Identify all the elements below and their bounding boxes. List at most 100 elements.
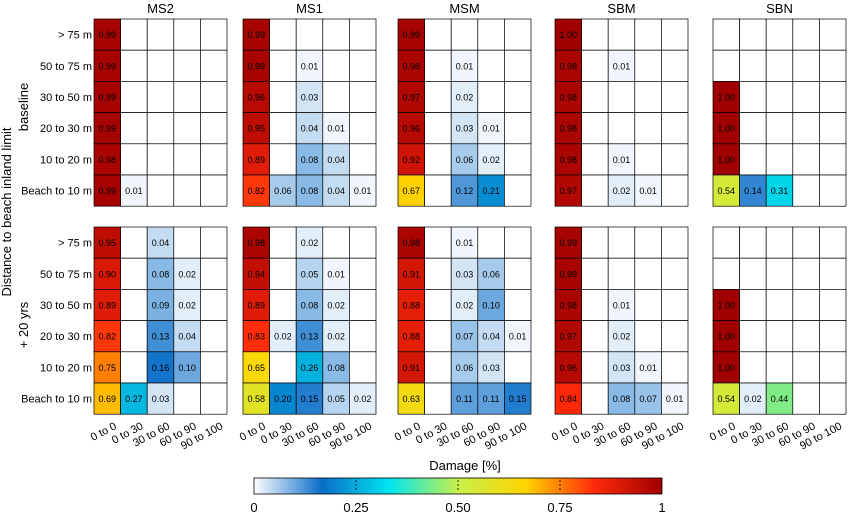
cell-value-label: 0.03 bbox=[301, 93, 319, 103]
cell-value-label: 0.96 bbox=[560, 363, 578, 373]
heatmap-cell bbox=[269, 257, 297, 290]
heatmap-cell bbox=[322, 112, 350, 145]
heatmap-cell bbox=[200, 257, 228, 290]
heatmap-cell bbox=[200, 289, 228, 321]
cell-value-label: 0.44 bbox=[771, 394, 789, 404]
y-tick-label: 50 to 75 m bbox=[40, 61, 92, 73]
cell-value-label: 0.04 bbox=[152, 238, 170, 248]
heatmap-cell bbox=[120, 81, 148, 113]
cell-value-label: 0.99 bbox=[403, 30, 421, 40]
cell-value-label: 0.08 bbox=[301, 301, 319, 311]
heatmap-cell bbox=[397, 382, 425, 415]
heatmap-cell bbox=[322, 226, 350, 259]
cell-value-label: 0.01 bbox=[613, 61, 631, 71]
heatmap-cell bbox=[765, 18, 794, 51]
heatmap-cell bbox=[477, 112, 505, 145]
heatmap-cell bbox=[819, 81, 847, 113]
cell-value-label: 0.01 bbox=[456, 238, 474, 248]
heatmap-cell bbox=[200, 382, 228, 415]
heatmap-cell bbox=[554, 320, 582, 353]
heatmap-cell bbox=[242, 382, 270, 415]
heatmap-cell bbox=[120, 257, 148, 290]
cell-value-label: 0.67 bbox=[403, 186, 421, 196]
heatmap-cell bbox=[607, 174, 636, 207]
heatmap-cell bbox=[242, 174, 270, 207]
heatmap-cell bbox=[581, 49, 609, 82]
heatmap-cell bbox=[146, 81, 175, 113]
heatmap-cell bbox=[634, 112, 662, 145]
heatmap-cell bbox=[450, 226, 479, 259]
heatmap-cell bbox=[349, 257, 377, 290]
cell-value-label: 1.00 bbox=[718, 124, 736, 134]
heatmap-cell bbox=[792, 320, 820, 353]
heatmap-cell bbox=[477, 320, 505, 353]
heatmap-cell bbox=[424, 112, 452, 145]
heatmap-cell bbox=[477, 81, 505, 113]
panel-sbm-baseline: 1.00 0.98 0.01 0.98 0.98 0.98 0.01 0.97 0.02 0.01 bbox=[554, 18, 689, 207]
cell-value-label: 0.99 bbox=[560, 269, 578, 279]
panel-sbn-baseline: 1.00 1.00 1.00 0.54 0.14 0.31 bbox=[712, 18, 847, 207]
heatmap-cell bbox=[146, 320, 175, 353]
heatmap-cell bbox=[792, 49, 820, 82]
cell-value-label: 0.98 bbox=[560, 155, 578, 165]
heatmap-cell bbox=[661, 320, 689, 353]
heatmap-cell bbox=[739, 351, 767, 384]
cell-value-label: 0.07 bbox=[639, 394, 657, 404]
heatmap-cell bbox=[712, 18, 740, 51]
heatmap-cell bbox=[295, 18, 324, 51]
heatmap-cell bbox=[792, 18, 820, 51]
cell-value-label: 0.31 bbox=[771, 186, 789, 196]
heatmap-cell bbox=[504, 320, 532, 353]
heatmap-cell bbox=[424, 18, 452, 51]
heatmap-cell bbox=[173, 257, 201, 290]
heatmap-cell bbox=[120, 143, 148, 176]
cell-value-label: 0.04 bbox=[327, 155, 345, 165]
heatmap-cell bbox=[120, 289, 148, 321]
cell-value-label: 0.88 bbox=[403, 332, 421, 342]
heatmap-cell bbox=[269, 174, 297, 207]
heatmap-cell bbox=[819, 49, 847, 82]
heatmap-cell bbox=[349, 382, 377, 415]
heatmap-cell bbox=[661, 382, 689, 415]
heatmap-cell bbox=[242, 257, 270, 290]
y-tick-label: 30 to 50 m bbox=[40, 300, 92, 312]
cell-value-label: 0.10 bbox=[482, 301, 500, 311]
cell-value-label: 0.27 bbox=[125, 394, 143, 404]
heatmap-cell bbox=[661, 226, 689, 259]
heatmap-cell bbox=[424, 351, 452, 384]
heatmap-cell bbox=[739, 143, 767, 176]
heatmap-cell bbox=[477, 143, 505, 176]
cell-value-label: 1.00 bbox=[718, 155, 736, 165]
cell-value-label: 0.15 bbox=[509, 394, 527, 404]
heatmap-cell bbox=[450, 18, 479, 51]
heatmap-cell bbox=[554, 112, 582, 145]
cell-value-label: 0.13 bbox=[152, 332, 170, 342]
heatmap-cell bbox=[450, 382, 479, 415]
cell-value-label: 0.01 bbox=[639, 363, 657, 373]
heatmap-cell bbox=[424, 143, 452, 176]
panel-title-ms2: MS2 bbox=[147, 1, 174, 16]
cell-value-label: 0.99 bbox=[99, 124, 117, 134]
heatmap-cell bbox=[322, 320, 350, 353]
heatmap-cell bbox=[504, 81, 532, 113]
heatmap-cell bbox=[607, 257, 636, 290]
y-tick-label: 10 to 20 m bbox=[40, 362, 92, 374]
heatmap-cell bbox=[242, 226, 270, 259]
cell-value-label: 0.01 bbox=[327, 124, 345, 134]
cell-value-label: 0.99 bbox=[99, 186, 117, 196]
heatmap-cell bbox=[661, 257, 689, 290]
heatmap-cell bbox=[607, 49, 636, 82]
heatmap-cell bbox=[765, 351, 794, 384]
cell-value-label: 0.82 bbox=[99, 332, 117, 342]
heatmap-cell bbox=[120, 18, 148, 51]
heatmap-cell bbox=[661, 49, 689, 82]
cell-value-label: 0.03 bbox=[482, 363, 500, 373]
heatmap-cell bbox=[661, 351, 689, 384]
heatmap-cell bbox=[581, 112, 609, 145]
cell-value-label: 0.97 bbox=[560, 332, 578, 342]
heatmap-cell bbox=[819, 320, 847, 353]
heatmap-cell bbox=[397, 289, 425, 321]
heatmap-cell bbox=[765, 143, 794, 176]
heatmap-cell bbox=[200, 320, 228, 353]
